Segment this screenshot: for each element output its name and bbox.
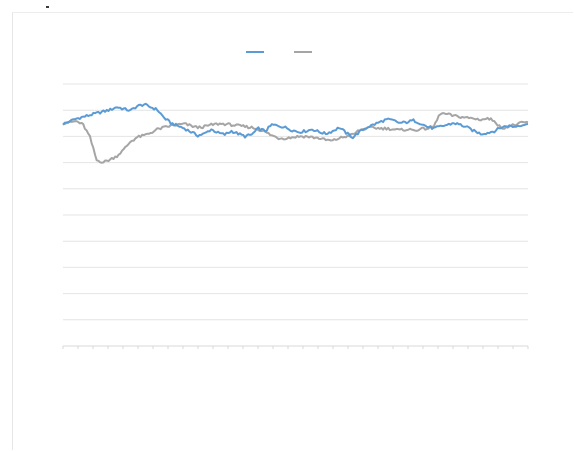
series-line-1	[62, 102, 529, 140]
series-line-2	[62, 112, 529, 164]
chart-frame	[12, 12, 573, 450]
corner-mark	[46, 6, 49, 8]
